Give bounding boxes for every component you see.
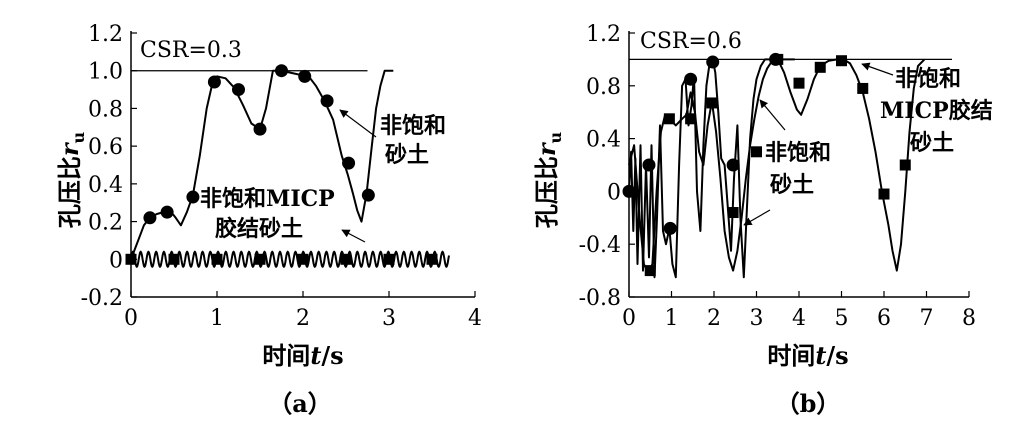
data-point-square bbox=[211, 253, 223, 265]
data-point-square bbox=[685, 113, 697, 125]
panel-b-xlabel: 时间t/s bbox=[767, 341, 848, 370]
data-point-circle bbox=[706, 55, 720, 69]
panel-a-ticks: 0 1 2 3 4-0.200.20.40.60.81.01.2 bbox=[81, 22, 482, 331]
panel-b-label-unsaturated-line2: 砂土 bbox=[770, 172, 814, 198]
panel-b-ticks: 0 1 2 3 4 5 6 7 8 -0.8 -0.4 0 0.4 0.8 1.2 bbox=[579, 22, 976, 331]
x-tick-label: 0 bbox=[622, 306, 636, 331]
x-tick-label: 1 bbox=[665, 306, 679, 331]
data-point-circle bbox=[684, 72, 698, 86]
y-tick-label: -0.4 bbox=[579, 233, 621, 258]
x-tick-label: 4 bbox=[792, 306, 806, 331]
y-tick-label: 0 bbox=[607, 180, 621, 205]
panel-a-label-micp-line2: 胶结砂土 bbox=[215, 216, 303, 242]
data-point-square bbox=[878, 188, 890, 200]
data-point-circle bbox=[622, 184, 636, 198]
y-tick-label: 0.2 bbox=[88, 211, 123, 236]
data-point-square bbox=[706, 97, 718, 109]
y-tick-label: 1.2 bbox=[586, 22, 621, 47]
panel-a-caption: （a） bbox=[268, 389, 332, 418]
x-tick-label: 5 bbox=[835, 306, 849, 331]
series-line bbox=[628, 58, 795, 279]
y-tick-label: -0.8 bbox=[579, 286, 621, 311]
panel-b-caption: （b） bbox=[776, 389, 841, 418]
data-point-square bbox=[254, 253, 266, 265]
x-tick-label: 4 bbox=[468, 306, 482, 331]
panel-a-chart: 0 1 2 3 4-0.200.20.40.60.81.01.2 CSR=0.3 非饱和… bbox=[55, 22, 482, 418]
data-point-circle bbox=[642, 158, 656, 172]
x-tick-label: 6 bbox=[877, 306, 891, 331]
data-point-circle bbox=[143, 211, 157, 225]
y-tick-label: 0 bbox=[109, 248, 123, 273]
data-point-square bbox=[836, 55, 847, 67]
panel-a-ylabel: 孔压比ru bbox=[55, 131, 88, 228]
y-tick-label: 0.4 bbox=[586, 128, 621, 153]
panel-b-arrow-micp bbox=[861, 62, 894, 76]
data-point-square bbox=[340, 253, 352, 265]
x-tick-label: 7 bbox=[920, 306, 934, 331]
data-point-square bbox=[168, 253, 180, 265]
data-point-circle bbox=[361, 188, 375, 202]
data-point-circle bbox=[342, 156, 356, 170]
panel-b-arrow-unsaturated bbox=[759, 99, 786, 131]
data-point-square bbox=[814, 61, 826, 73]
data-point-circle bbox=[186, 190, 200, 204]
data-point-square bbox=[297, 253, 309, 265]
x-tick-label: 0 bbox=[124, 306, 138, 331]
data-point-square bbox=[644, 265, 656, 277]
x-tick-label: 3 bbox=[382, 306, 396, 331]
data-point-square bbox=[899, 159, 911, 171]
series-line bbox=[628, 58, 926, 275]
panel-b-label-micp-line2: MICP胶结 bbox=[880, 98, 993, 124]
y-tick-label: -0.2 bbox=[81, 286, 123, 311]
y-tick-label: 1.2 bbox=[88, 22, 123, 47]
data-point-circle bbox=[726, 158, 740, 172]
panel-b-chart: 0 1 2 3 4 5 6 7 8-0.8-0.400.40.81.2 CSR=0.6 非饱和 … bbox=[532, 22, 993, 418]
data-point-circle bbox=[275, 64, 288, 78]
panel-b-label-micp-line1: 非饱和 bbox=[895, 66, 961, 92]
x-tick-label: 1 bbox=[210, 306, 224, 331]
data-point-square bbox=[751, 146, 762, 158]
data-point-square bbox=[125, 253, 137, 265]
data-point-circle bbox=[298, 69, 312, 83]
data-point-circle bbox=[160, 205, 174, 219]
panel-a-label-unsaturated-sand-line2: 砂土 bbox=[385, 142, 429, 168]
data-point-circle bbox=[232, 83, 245, 97]
y-tick-label: 0.8 bbox=[88, 97, 123, 122]
data-point-square bbox=[793, 77, 805, 89]
x-tick-label: 2 bbox=[707, 306, 721, 331]
panel-b-label-micp-line3: 砂土 bbox=[910, 130, 954, 156]
panel-b-arrow-unsaturated-2 bbox=[743, 209, 771, 226]
y-tick-label: 0.6 bbox=[88, 135, 123, 160]
data-point-square bbox=[383, 253, 395, 265]
y-tick-label: 0.4 bbox=[88, 173, 123, 198]
data-point-square bbox=[663, 113, 675, 125]
data-point-circle bbox=[253, 122, 267, 136]
y-tick-label: 1.0 bbox=[88, 60, 123, 85]
data-point-square bbox=[426, 253, 438, 265]
panel-a-series-unsaturated-sand bbox=[130, 64, 394, 260]
panel-b-ylabel: 孔压比ru bbox=[532, 131, 565, 228]
x-tick-label: 2 bbox=[296, 306, 310, 331]
data-point-circle bbox=[663, 221, 677, 235]
data-point-circle bbox=[207, 75, 221, 89]
panel-a-xlabel: 时间t/s bbox=[262, 341, 343, 370]
panel-b-series-unsaturated-sand bbox=[622, 52, 795, 279]
panel-b-label-unsaturated-line1: 非饱和 bbox=[765, 140, 831, 166]
panel-b-csr-label: CSR=0.6 bbox=[640, 29, 742, 54]
x-tick-label: 8 bbox=[962, 306, 976, 331]
x-tick-label: 3 bbox=[750, 306, 764, 331]
panel-a-arrow-unsaturated-sand bbox=[339, 109, 377, 138]
data-point-square bbox=[857, 82, 869, 94]
panel-a-arrow-micp bbox=[341, 229, 366, 243]
panel-a-csr-label: CSR=0.3 bbox=[140, 38, 242, 63]
y-tick-label: 0.8 bbox=[586, 75, 621, 100]
panel-a-label-unsaturated-sand-line1: 非饱和 bbox=[380, 113, 446, 139]
data-point-circle bbox=[769, 52, 783, 66]
data-point-circle bbox=[320, 94, 334, 108]
panel-a-label-micp-line1: 非饱和MICP bbox=[200, 186, 335, 212]
series-line bbox=[130, 250, 450, 268]
panel-a-series-micp-sand bbox=[125, 250, 450, 268]
